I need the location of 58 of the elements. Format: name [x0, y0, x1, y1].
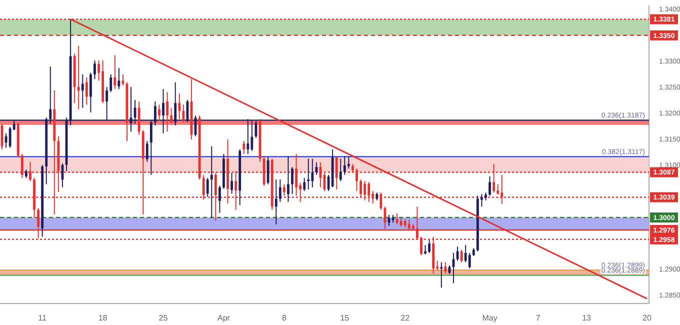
candlestick	[274, 179, 278, 225]
candlestick	[339, 158, 342, 182]
x-tick-label: May	[482, 313, 498, 322]
candlestick	[146, 140, 148, 162]
candlestick	[89, 72, 92, 113]
candlestick	[230, 172, 233, 194]
candlestick	[77, 45, 80, 110]
x-tick-label: 20	[642, 313, 652, 322]
candlestick	[178, 93, 181, 120]
candlestick	[166, 92, 168, 132]
x-tick-label: 18	[98, 313, 108, 322]
candlestick	[428, 239, 431, 254]
candlestick	[158, 104, 160, 122]
candlestick	[118, 68, 120, 90]
candlestick	[440, 262, 443, 288]
candlestick	[291, 166, 294, 195]
x-tick-label: 15	[340, 313, 350, 322]
candlestick	[311, 158, 314, 188]
x-tick-label: 25	[158, 313, 168, 322]
candlestick	[468, 252, 471, 270]
candlestick	[182, 104, 185, 123]
x-tick-label: 11	[38, 313, 48, 322]
candlestick	[94, 60, 96, 80]
x-tick-label: 13	[582, 313, 592, 322]
candlestick	[8, 126, 12, 148]
candlestick	[122, 74, 124, 86]
candlestick	[287, 156, 290, 202]
candlestick	[4, 132, 8, 148]
x-tick-label: 7	[536, 313, 541, 322]
candlestick	[81, 74, 84, 108]
candlestick	[380, 192, 382, 210]
candlestick	[266, 156, 270, 185]
candlestick	[170, 107, 173, 124]
candlestick	[335, 156, 338, 190]
candlestick	[114, 54, 116, 90]
candlestick	[444, 262, 447, 274]
candlestick	[315, 162, 318, 176]
candlestick	[303, 177, 306, 192]
candlestick	[464, 244, 467, 263]
candlestick	[460, 249, 463, 263]
candlestick	[218, 185, 221, 214]
candlestick	[110, 74, 112, 93]
candlestick	[278, 179, 282, 202]
candlestick	[210, 146, 213, 218]
candlestick	[85, 77, 88, 106]
candlestick	[138, 100, 140, 136]
candlestick	[488, 176, 491, 196]
candlestick	[347, 156, 350, 170]
candlestick	[242, 140, 246, 155]
candlestick	[343, 156, 346, 176]
candlestick	[496, 184, 500, 196]
candlestick	[206, 177, 209, 198]
x-tick-label: 8	[282, 313, 287, 322]
candlestick	[307, 158, 310, 190]
candlestick	[396, 212, 398, 225]
candlestick	[424, 244, 426, 255]
x-tick-label: 22	[400, 313, 410, 322]
x-tick-label: Apr	[217, 313, 230, 322]
